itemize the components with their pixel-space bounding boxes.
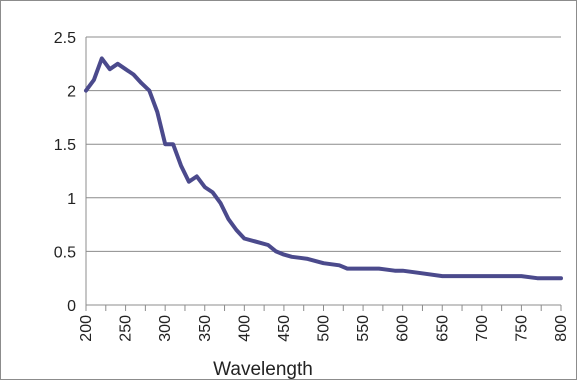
x-tick-label: 350 (197, 315, 214, 342)
y-tick-label: 1 (67, 191, 76, 208)
x-tick-label: 200 (78, 315, 95, 342)
series-layer (84, 56, 563, 281)
series-line (84, 56, 563, 281)
x-tick-label: 400 (236, 315, 253, 342)
x-tick-label: 800 (553, 315, 570, 342)
x-axis-title: Wavelength (213, 359, 313, 380)
gridlines (86, 36, 561, 252)
x-tick-label: 450 (276, 315, 293, 342)
x-tick-label: 300 (157, 315, 174, 342)
x-tick-label: 250 (118, 315, 135, 342)
x-tick-label: 550 (355, 315, 372, 342)
y-tick-label: 1.5 (54, 137, 76, 154)
y-tick-label: 2.5 (54, 30, 76, 47)
axes (85, 37, 562, 311)
x-tick-label: 600 (395, 315, 412, 342)
tick-labels: 0 0.5 1 1.5 2 2.5 200 250 300 350 400 450 500 550 600 6… (54, 30, 570, 342)
x-tick-label: 700 (474, 315, 491, 342)
x-tick-label: 750 (513, 315, 530, 342)
x-tick-label: 500 (316, 315, 333, 342)
y-tick-label: 2 (67, 84, 76, 101)
x-tick-label: 650 (434, 315, 451, 342)
y-tick-label: 0 (67, 298, 76, 315)
y-tick-label: 0.5 (54, 244, 76, 261)
